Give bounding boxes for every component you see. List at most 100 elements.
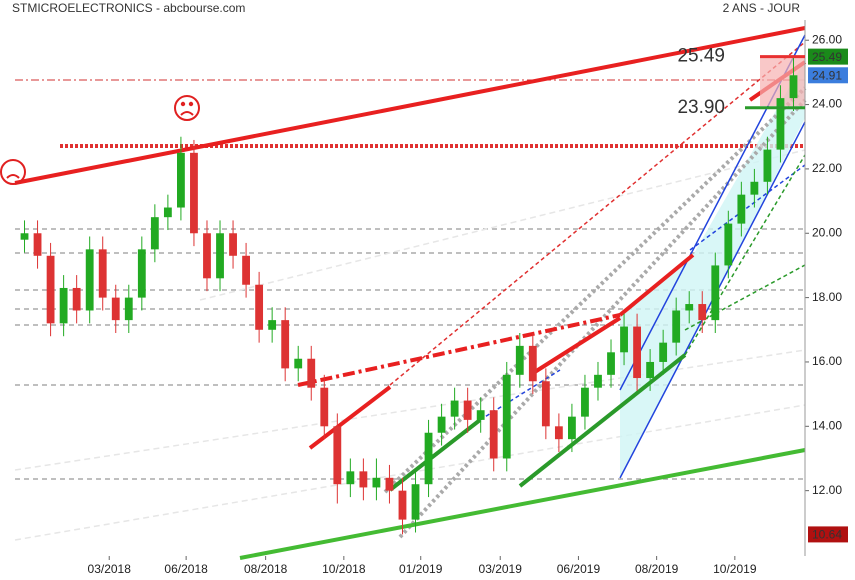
candle-body xyxy=(776,98,785,150)
candle-body xyxy=(398,490,407,520)
candle-body xyxy=(20,233,29,240)
candle-body xyxy=(568,416,576,440)
candle-body xyxy=(124,297,133,321)
candle-body xyxy=(242,255,250,285)
price-tag-label: 24.91 xyxy=(812,68,842,82)
candle-body xyxy=(346,471,355,485)
chart-subtitle: 2 ANS - JOUR xyxy=(723,1,801,15)
x-tick-label: 10/2018 xyxy=(322,562,366,576)
price-tag xyxy=(808,48,848,65)
candle-body xyxy=(711,265,720,321)
x-tick-label: 08/2018 xyxy=(244,562,288,576)
y-tick-label: 20.00 xyxy=(812,225,842,239)
frown-icon xyxy=(0,159,26,185)
candle-body xyxy=(763,149,772,182)
y-tick-label: 12.00 xyxy=(812,483,842,497)
trend-line xyxy=(689,164,806,251)
y-tick-label: 14.00 xyxy=(812,418,842,432)
x-tick-label: 03/2019 xyxy=(479,562,523,576)
candle-body xyxy=(737,194,746,224)
price-tag xyxy=(808,526,848,543)
frown-icon xyxy=(174,95,200,121)
candle-body xyxy=(502,374,511,459)
x-tick-label: 06/2018 xyxy=(164,562,208,576)
trend-line xyxy=(398,98,807,539)
candle-body xyxy=(372,477,381,488)
candle-body xyxy=(190,152,198,234)
candle-body xyxy=(411,484,420,520)
y-tick-label: 18.00 xyxy=(812,290,842,304)
trend-line xyxy=(297,313,621,387)
candle-body xyxy=(437,416,446,433)
annotation-label: 25.49 xyxy=(677,46,725,67)
candle-body xyxy=(216,233,224,279)
candle-body xyxy=(307,358,316,388)
trend-line xyxy=(239,448,806,560)
x-tick-label: 08/2019 xyxy=(635,562,679,576)
candle-body xyxy=(594,374,602,388)
candle-body xyxy=(672,310,681,343)
candle-body xyxy=(72,287,81,311)
x-tick-label: 03/2018 xyxy=(88,562,132,576)
candle-body xyxy=(789,75,798,99)
candle-body xyxy=(541,381,550,427)
candle-body xyxy=(163,207,172,218)
candle-body xyxy=(46,255,55,324)
x-tick-label: 01/2019 xyxy=(399,562,443,576)
candle-body xyxy=(229,233,237,256)
trend-line xyxy=(618,253,695,317)
candle-body xyxy=(633,326,641,379)
y-tick-label: 26.00 xyxy=(812,32,842,46)
candle-body xyxy=(85,249,94,311)
candle-body xyxy=(177,152,185,208)
x-tick-label: 06/2019 xyxy=(557,562,601,576)
candle-body xyxy=(581,387,589,417)
trend-line xyxy=(308,385,392,450)
candle-body xyxy=(320,387,329,427)
trend-line xyxy=(389,41,806,386)
candle-body xyxy=(476,410,485,420)
candle-body xyxy=(137,249,146,298)
candle-body xyxy=(528,345,537,382)
trend-line xyxy=(684,154,806,356)
candle-body xyxy=(294,358,303,369)
candle-body xyxy=(620,326,628,353)
candle-body xyxy=(268,320,277,330)
candle-body xyxy=(150,217,159,250)
candle-body xyxy=(554,426,563,440)
trend-line xyxy=(14,349,806,471)
trend-line xyxy=(199,149,806,301)
trend-line xyxy=(528,316,622,377)
trend-line xyxy=(518,353,687,488)
candle-body xyxy=(698,304,707,321)
candle-body xyxy=(59,287,68,324)
candle-body xyxy=(424,432,433,485)
candle-body xyxy=(98,249,107,298)
candle-body xyxy=(111,297,120,321)
price-tag-label: 10.64 xyxy=(812,528,842,542)
annotation-label: 23.90 xyxy=(677,97,725,118)
candle-body xyxy=(724,223,733,266)
candle-body xyxy=(333,426,342,485)
candle-body xyxy=(646,361,655,379)
candle-body xyxy=(659,342,668,362)
y-tick-label: 24.00 xyxy=(812,97,842,111)
candle-body xyxy=(450,400,459,417)
candle-body xyxy=(359,471,368,488)
y-tick-label: 22.00 xyxy=(812,161,842,175)
candle-body xyxy=(203,233,211,279)
zone xyxy=(760,58,805,106)
candle-body xyxy=(750,181,759,195)
trend-line xyxy=(14,26,806,185)
price-tag-label: 25.49 xyxy=(812,50,842,64)
candle-body xyxy=(489,410,498,459)
candle-body xyxy=(33,233,42,256)
candle-body xyxy=(463,400,472,420)
y-tick-label: 16.00 xyxy=(812,354,842,368)
candle-body xyxy=(685,304,694,311)
candle-body xyxy=(515,345,524,375)
trend-line xyxy=(388,418,482,492)
candle-body xyxy=(281,320,290,369)
candle-body xyxy=(255,284,264,330)
